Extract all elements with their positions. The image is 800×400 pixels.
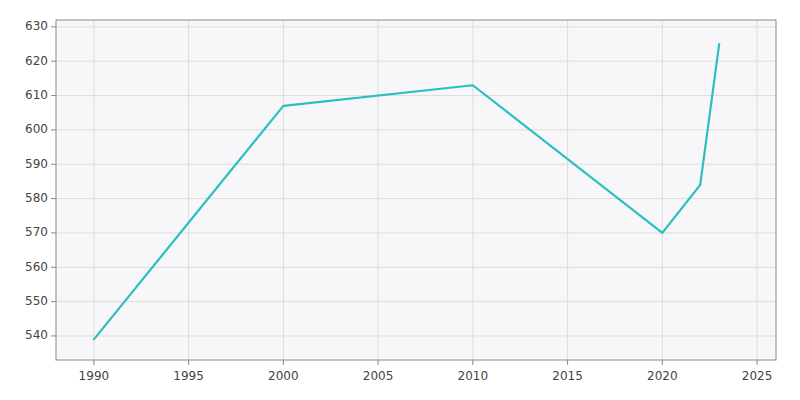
plot-frame: [56, 20, 776, 360]
x-tick-label: 2020: [647, 369, 678, 383]
y-grid-line: [56, 61, 776, 62]
y-grid-line: [56, 129, 776, 130]
y-tick: [51, 301, 56, 302]
x-tick: [283, 360, 284, 365]
x-tick-label: 1990: [79, 369, 110, 383]
data-layer: [94, 44, 719, 339]
y-tick: [51, 267, 56, 268]
x-tick-label: 2010: [458, 369, 489, 383]
plot-background: [56, 20, 776, 360]
y-grid-line: [56, 301, 776, 302]
y-tick-label: 600: [25, 122, 48, 136]
x-tick: [93, 360, 94, 365]
axes: 540 550 560 570 580 590 600 610 620 630 1990 1995 20…: [25, 19, 776, 383]
y-tick-label: 610: [25, 88, 48, 102]
y-tick: [51, 164, 56, 165]
data-line: [94, 44, 719, 339]
y-tick: [51, 26, 56, 27]
x-grid-line: [93, 20, 94, 360]
y-tick-label: 620: [25, 54, 48, 68]
x-tick: [472, 360, 473, 365]
y-tick-label: 550: [25, 294, 48, 308]
y-grid-line: [56, 164, 776, 165]
x-tick: [757, 360, 758, 365]
x-grid-line: [472, 20, 473, 360]
x-grid-line: [378, 20, 379, 360]
x-tick-label: 2005: [363, 369, 394, 383]
y-tick-label: 540: [25, 328, 48, 342]
y-tick: [51, 232, 56, 233]
chart-container: 540 550 560 570 580 590 600 610 620 630 1990 1995 20…: [0, 0, 800, 400]
x-tick-label: 2025: [742, 369, 773, 383]
x-grid-line: [283, 20, 284, 360]
x-tick-label: 2000: [268, 369, 299, 383]
page: {"chart_data": {"type": "line", "x": [19…: [0, 0, 800, 400]
y-tick-label: 580: [25, 191, 48, 205]
y-tick: [51, 61, 56, 62]
x-grid-line: [757, 20, 758, 360]
x-tick-label: 2015: [552, 369, 583, 383]
x-tick: [378, 360, 379, 365]
x-tick: [662, 360, 663, 365]
x-grid-line: [567, 20, 568, 360]
y-tick: [51, 198, 56, 199]
y-tick: [51, 129, 56, 130]
y-grid-line: [56, 232, 776, 233]
y-grid-line: [56, 335, 776, 336]
y-grid-line: [56, 198, 776, 199]
y-tick-label: 560: [25, 260, 48, 274]
x-grid-line: [662, 20, 663, 360]
y-grid-line: [56, 267, 776, 268]
x-tick-label: 1995: [173, 369, 204, 383]
y-grid-line: [56, 95, 776, 96]
y-tick: [51, 95, 56, 96]
x-tick: [188, 360, 189, 365]
y-tick-label: 590: [25, 157, 48, 171]
grid: [56, 20, 776, 360]
x-tick: [567, 360, 568, 365]
x-grid-line: [188, 20, 189, 360]
y-grid-line: [56, 26, 776, 27]
chart-svg: 540 550 560 570 580 590 600 610 620 630 1990 1995 20…: [0, 0, 800, 400]
y-tick-label: 630: [25, 19, 48, 33]
y-tick-label: 570: [25, 225, 48, 239]
y-tick: [51, 335, 56, 336]
